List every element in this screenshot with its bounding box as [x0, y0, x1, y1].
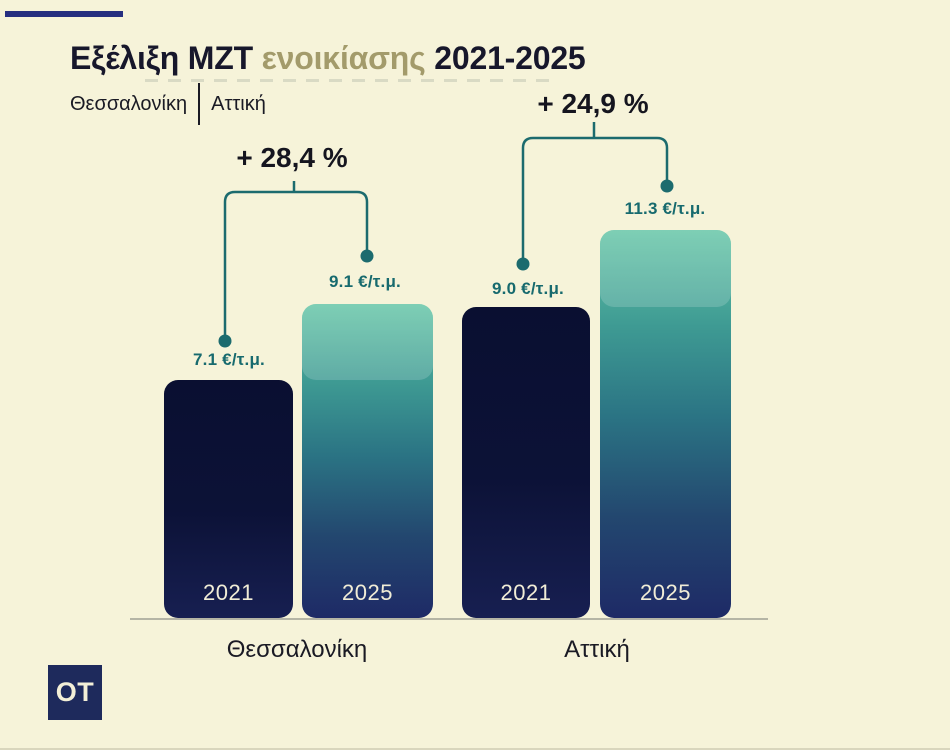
ot-logo-text: OT: [55, 677, 95, 707]
top-accent-dash: [5, 11, 123, 17]
page-title: Εξέλιξη ΜΖΤ ενοικίασης 2021-2025: [70, 40, 586, 77]
ot-logo: OT: [48, 665, 102, 720]
change-label-attiki: + 24,9 %: [537, 88, 649, 119]
bar-attiki-2025: 2025: [600, 230, 731, 618]
bar-thessaloniki-2025: 2025: [302, 304, 433, 618]
region-label-thessaloniki: Θεσσαλονίκη: [70, 92, 188, 115]
bar-attiki-2021: 2021: [462, 307, 590, 618]
title-part-3: 2021-2025: [434, 40, 586, 76]
change-label-thessaloniki: + 28,4 %: [236, 142, 348, 173]
value-label-attiki-2021: 9.0 €/τ.μ.: [492, 279, 564, 298]
bar-increase-cap: [600, 230, 731, 307]
bar-year-label: 2025: [342, 580, 393, 605]
subtitle-divider: [198, 83, 201, 125]
value-label-thessaloniki-2025: 9.1 €/τ.μ.: [329, 272, 401, 291]
bar-year-label: 2025: [640, 580, 691, 605]
value-label-thessaloniki-2021: 7.1 €/τ.μ.: [193, 350, 265, 369]
region-subtitle: Θεσσαλονίκη Αττική: [70, 82, 266, 126]
category-label-attiki: Αττική: [564, 636, 630, 663]
region-label-attiki: Αττική: [211, 92, 266, 115]
value-label-attiki-2025: 11.3 €/τ.μ.: [624, 199, 706, 218]
bar-increase-cap: [302, 304, 433, 380]
faded-dashed-line: [145, 79, 557, 82]
bottom-edge-strip: [0, 748, 950, 750]
title-part-2: ενοικίασης: [261, 40, 426, 76]
title-part-1: Εξέλιξη ΜΖΤ: [70, 40, 253, 76]
bar-year-label: 2021: [500, 580, 552, 605]
category-label-thessaloniki: Θεσσαλονίκη: [226, 636, 368, 663]
x-axis-baseline: [130, 618, 768, 620]
bar-thessaloniki-2021: 2021: [164, 380, 293, 618]
bar-year-label: 2021: [203, 580, 254, 605]
